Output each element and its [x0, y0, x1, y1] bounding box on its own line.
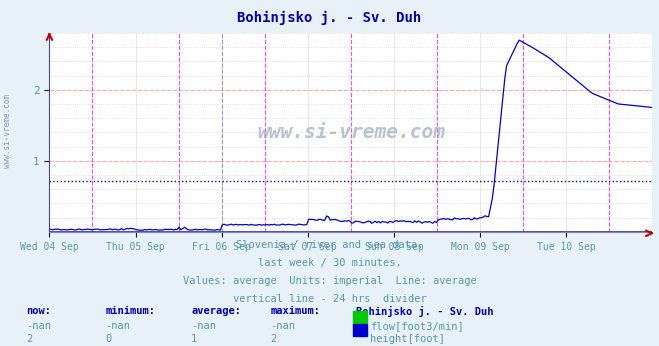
Text: 2: 2 [26, 334, 32, 344]
Text: -nan: -nan [270, 321, 295, 331]
Text: 2: 2 [270, 334, 276, 344]
Text: 0: 0 [105, 334, 111, 344]
Text: maximum:: maximum: [270, 306, 320, 316]
Text: average:: average: [191, 306, 241, 316]
Text: www.si-vreme.com: www.si-vreme.com [257, 123, 445, 142]
Text: height[foot]: height[foot] [370, 334, 445, 344]
Text: 1: 1 [191, 334, 197, 344]
Text: -nan: -nan [105, 321, 130, 331]
Text: last week / 30 minutes.: last week / 30 minutes. [258, 258, 401, 268]
Text: -nan: -nan [191, 321, 216, 331]
Text: -nan: -nan [26, 321, 51, 331]
Text: minimum:: minimum: [105, 306, 156, 316]
Text: Values: average  Units: imperial  Line: average: Values: average Units: imperial Line: av… [183, 276, 476, 286]
Text: flow[foot3/min]: flow[foot3/min] [370, 321, 464, 331]
Text: vertical line - 24 hrs  divider: vertical line - 24 hrs divider [233, 294, 426, 304]
Text: Slovenia / river and sea data.: Slovenia / river and sea data. [236, 240, 423, 251]
Text: Bohinjsko j. - Sv. Duh: Bohinjsko j. - Sv. Duh [237, 10, 422, 25]
Text: www.si-vreme.com: www.si-vreme.com [3, 94, 13, 169]
Text: Bohinjsko j. - Sv. Duh: Bohinjsko j. - Sv. Duh [356, 306, 494, 317]
Text: now:: now: [26, 306, 51, 316]
